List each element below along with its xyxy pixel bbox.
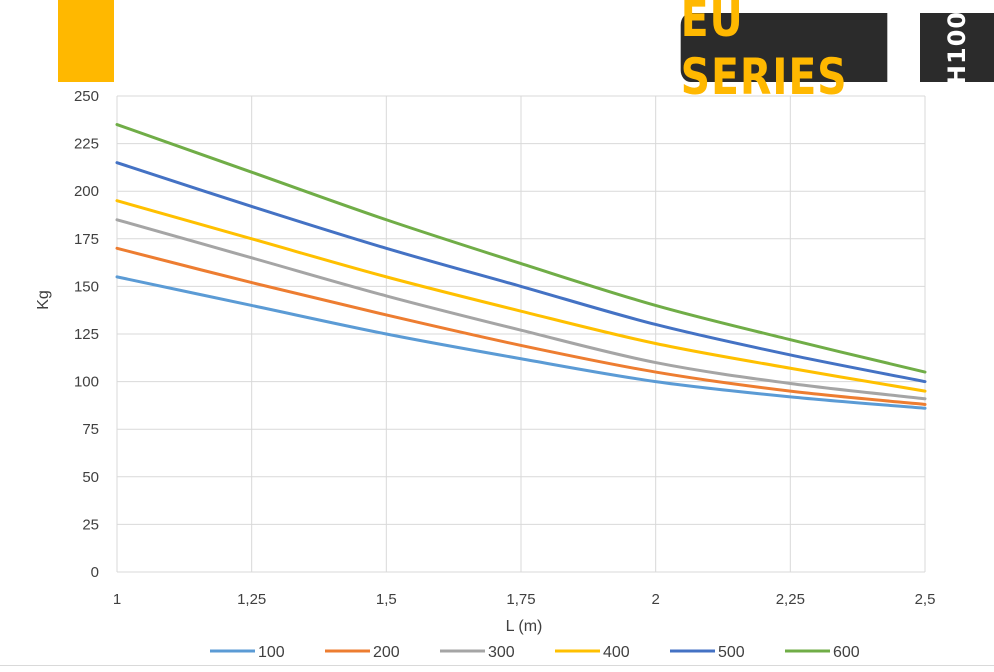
x-tick-label: 1,5	[376, 591, 397, 608]
footer-divider	[0, 665, 994, 666]
series-line-500	[115, 161, 927, 384]
legend-label-200: 200	[373, 644, 400, 661]
y-tick-label: 150	[74, 278, 99, 295]
legend-label-100: 100	[258, 644, 285, 661]
x-tick-label: 2,25	[776, 591, 805, 608]
x-tick-label: 1,25	[237, 591, 266, 608]
series-line-400	[115, 199, 927, 393]
series-line-600	[115, 123, 927, 374]
x-axis-title: L (m)	[506, 618, 543, 635]
y-tick-label: 25	[82, 516, 99, 533]
legend-label-600: 600	[833, 644, 860, 661]
x-tick-label: 2,5	[915, 591, 936, 608]
y-tick-label: 250	[74, 88, 99, 105]
series-line-100	[115, 275, 927, 410]
x-tick-label: 2	[651, 591, 659, 608]
brand-accent-block	[58, 0, 114, 82]
legend-label-400: 400	[603, 644, 630, 661]
y-tick-label: 175	[74, 231, 99, 248]
y-tick-label: 75	[82, 421, 99, 438]
x-tick-label: 1	[113, 591, 121, 608]
y-tick-label: 50	[82, 469, 99, 486]
series-line-300	[115, 218, 927, 401]
y-tick-label: 125	[74, 326, 99, 343]
y-tick-label: 100	[74, 374, 99, 391]
y-tick-label: 225	[74, 136, 99, 153]
legend-label-500: 500	[718, 644, 745, 661]
legend-label-300: 300	[488, 644, 515, 661]
y-tick-label: 0	[91, 564, 99, 581]
model-label-badge: H100	[920, 10, 994, 85]
x-tick-label: 1,75	[506, 591, 535, 608]
y-axis-title: Kg	[35, 290, 52, 310]
y-tick-label: 200	[74, 183, 99, 200]
series-line-200	[115, 246, 927, 406]
